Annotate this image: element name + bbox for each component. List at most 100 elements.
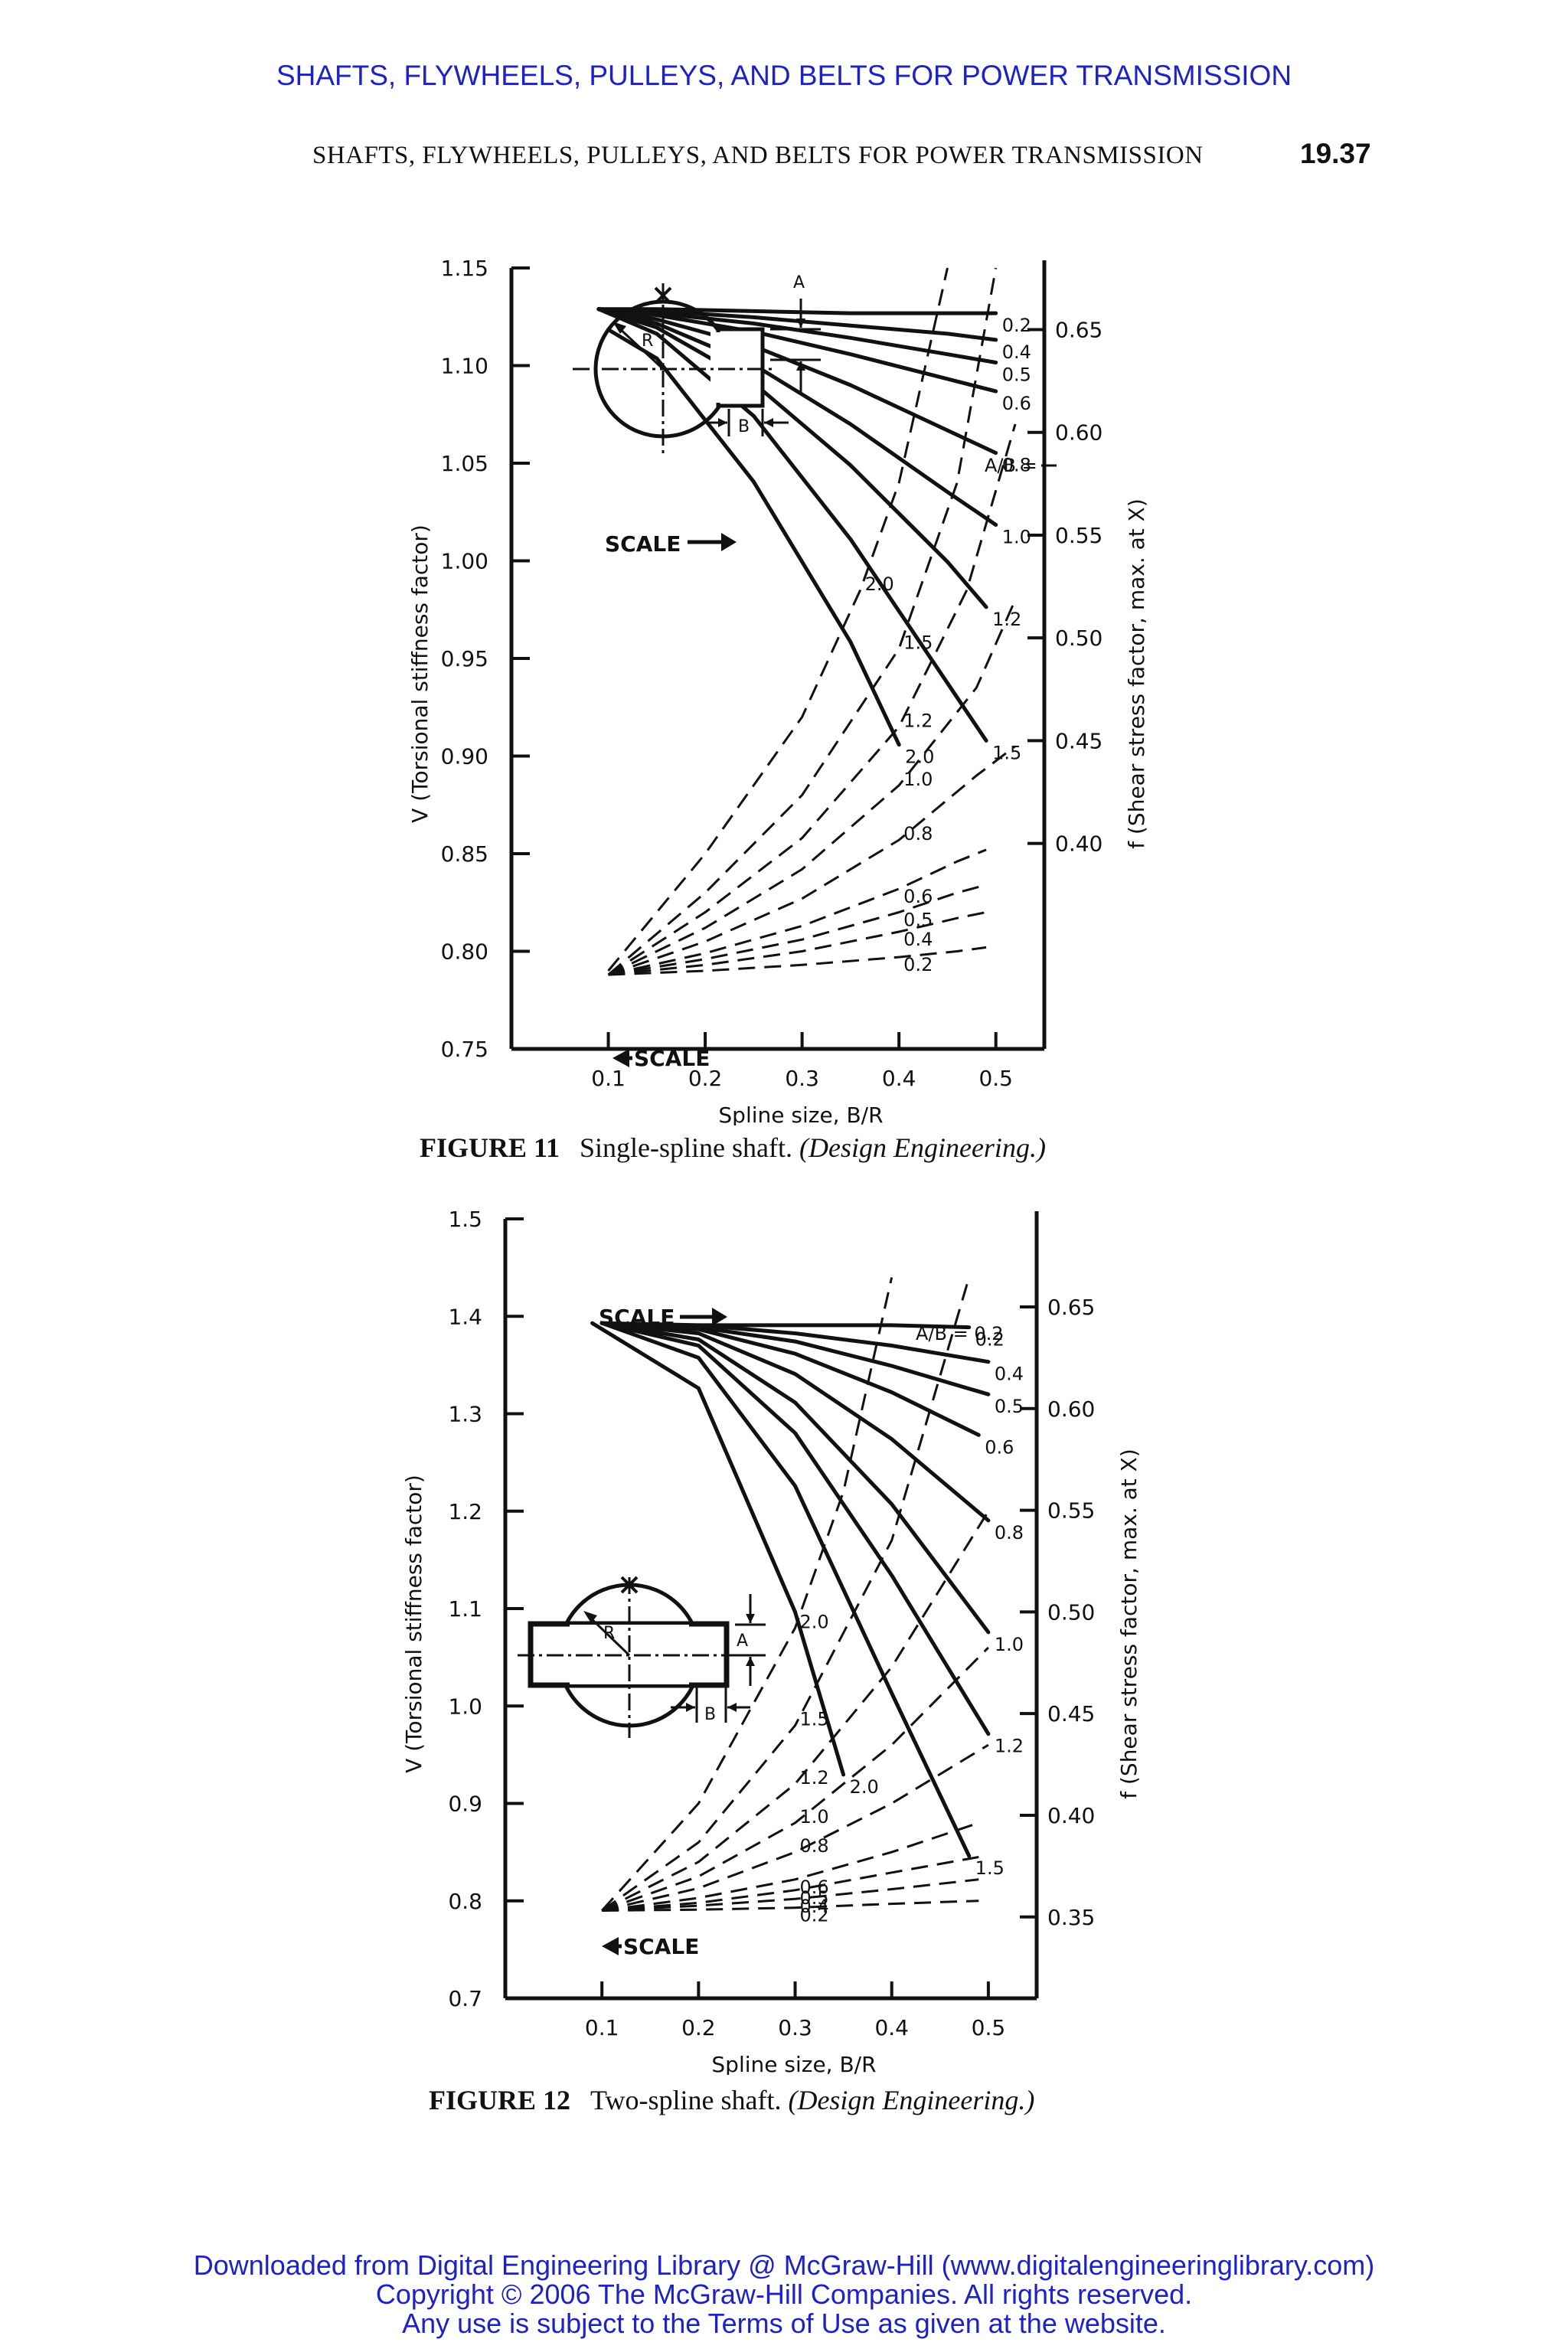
dashed-curve-label: 0.4 bbox=[903, 929, 933, 950]
footer-copyright-line[interactable]: Copyright © 2006 The McGraw-Hill Compani… bbox=[375, 2278, 1193, 2310]
y-tick-label: 1.10 bbox=[441, 354, 488, 379]
dashed-curve-ab-0.5 bbox=[602, 1856, 979, 1912]
dashed-curve-ab-0.4 bbox=[608, 911, 987, 976]
y-tick-label: 1.2 bbox=[448, 1499, 482, 1524]
library-link-header[interactable]: SHAFTS, FLYWHEELS, PULLEYS, AND BELTS FO… bbox=[276, 60, 1292, 91]
dashed-curve-ab-1.0 bbox=[607, 599, 1017, 976]
dashed-curve-ab-0.2 bbox=[608, 946, 987, 976]
footer-download-line[interactable]: Downloaded from Digital Engineering Libr… bbox=[193, 2249, 1375, 2281]
solid-curve-label: 1.0 bbox=[1002, 527, 1031, 548]
diagram-label-r: R bbox=[603, 1624, 615, 1643]
ab-equals-label: A/B = 0.2 bbox=[916, 1323, 1004, 1344]
y-tick-label: 0.90 bbox=[441, 744, 488, 769]
x-tick-label: 0.5 bbox=[978, 1066, 1013, 1091]
figure-12-caption: FIGURE 12 Two-spline shaft. (Design Engin… bbox=[429, 2084, 1034, 2116]
dashed-curve-label: 1.2 bbox=[800, 1767, 829, 1788]
dashed-curve-ab-1.2 bbox=[601, 1511, 990, 1912]
x-tick-label: 0.3 bbox=[785, 1066, 819, 1091]
solid-curve-label: 1.5 bbox=[975, 1857, 1004, 1879]
solid-curve-label: 0.2 bbox=[975, 1329, 1004, 1351]
dashed-curve-ab-2.0 bbox=[607, 267, 949, 972]
diagram-label-b: B bbox=[704, 1705, 716, 1724]
footer-terms-line[interactable]: Any use is subject to the Terms of Use a… bbox=[402, 2308, 1166, 2339]
dashed-curve-label: 2.0 bbox=[800, 1611, 829, 1632]
figure-11-title: Single-spline shaft. bbox=[580, 1132, 792, 1163]
y2-tick-label: 0.60 bbox=[1055, 420, 1102, 446]
figure-12-chart: 0.2 0.4 0.5 0.6 0.8 1.0 1.2 1.5 2.0 2.0 1.5 1.2 1.0… bbox=[401, 1207, 1142, 2075]
y-tick-label: 1.5 bbox=[448, 1207, 482, 1232]
spline-key bbox=[716, 327, 765, 408]
figure-11-chart: 0.20.40.50.60.81.01.21.52.0 2.01.51.21.0… bbox=[407, 256, 1149, 1125]
y-tick-label: 1.3 bbox=[448, 1402, 482, 1427]
scale-left-label: SCALE bbox=[634, 1046, 710, 1071]
solid-curve-ab-2.0 bbox=[590, 1321, 846, 1777]
dashed-curve-label: 1.2 bbox=[903, 710, 933, 731]
solid-curve-label: 0.6 bbox=[1002, 393, 1031, 414]
figure-12-title: Two-spline shaft. bbox=[590, 2085, 782, 2115]
solid-curve-label: 1.2 bbox=[995, 1736, 1024, 1757]
x-tick-label: 0.5 bbox=[972, 2015, 1006, 2040]
y-tick-label: 1.0 bbox=[448, 1694, 482, 1719]
page-number: 19.37 bbox=[1300, 138, 1371, 169]
y-tick-label: 0.80 bbox=[441, 939, 488, 965]
figure-11-annotations: A/B = SCALE SCALE bbox=[605, 455, 1057, 1071]
figure-12-annotations: A/B = 0.2 SCALE SCALE bbox=[599, 1305, 1004, 1959]
solid-curve-label: 0.8 bbox=[1002, 455, 1031, 476]
y2-tick-label: 0.40 bbox=[1047, 1803, 1095, 1828]
solid-curve-ab-0.6 bbox=[599, 1321, 981, 1437]
y-tick-label: 0.8 bbox=[448, 1889, 482, 1914]
figure-11-axes: 0.750.800.850.900.951.001.051.101.150.1 0… bbox=[407, 256, 1149, 1125]
solid-curve-label: 2.0 bbox=[905, 746, 934, 768]
y-tick-label: 1.15 bbox=[441, 256, 488, 281]
dashed-curve-label: 1.5 bbox=[800, 1709, 829, 1730]
y-tick-label: 1.00 bbox=[441, 549, 488, 574]
x-axis-label: Spline size, B/R bbox=[718, 1102, 883, 1125]
dashed-curve-ab-0.2 bbox=[602, 1900, 979, 1912]
y2-axis-label: f (Shear stress factor, max. at X) bbox=[1116, 1449, 1142, 1799]
dashed-curve-ab-0.4 bbox=[602, 1878, 979, 1912]
dashed-curve-ab-0.6 bbox=[602, 1821, 979, 1912]
y2-tick-label: 0.45 bbox=[1055, 728, 1102, 753]
dashed-curve-ab-1.0 bbox=[601, 1646, 989, 1912]
y2-axis-label: f (Shear stress factor, max. at X) bbox=[1124, 498, 1149, 849]
y2-tick-label: 0.55 bbox=[1047, 1498, 1095, 1524]
y-tick-label: 1.05 bbox=[441, 451, 488, 476]
x-tick-label: 0.2 bbox=[681, 2015, 716, 2040]
x-tick-label: 0.2 bbox=[688, 1066, 723, 1091]
figure-11-number: FIGURE 11 bbox=[420, 1132, 560, 1163]
y-tick-label: 0.85 bbox=[441, 841, 488, 867]
scale-right-label: SCALE bbox=[605, 531, 681, 557]
dashed-curve-label: 1.0 bbox=[903, 769, 933, 790]
solid-curve-label: 0.5 bbox=[1002, 364, 1031, 385]
x-axis-label: Spline size, B/R bbox=[711, 2052, 876, 2075]
dashed-curve-label: 0.8 bbox=[800, 1835, 829, 1857]
solid-curve-label: 1.0 bbox=[995, 1634, 1024, 1655]
x-tick-label: 0.4 bbox=[882, 1066, 916, 1091]
y2-tick-label: 0.35 bbox=[1047, 1905, 1095, 1930]
y-tick-label: 0.7 bbox=[448, 1986, 482, 2011]
figure-12-solid-curves: 0.2 0.4 0.5 0.6 0.8 1.0 1.2 1.5 2.0 bbox=[590, 1321, 1024, 1879]
solid-curve-ab-0.2 bbox=[696, 1323, 972, 1330]
dashed-curve-ab-2.0 bbox=[601, 1277, 893, 1912]
y-axis-label: V (Torsional stiffness factor) bbox=[407, 524, 433, 823]
figure-12-source: (Design Engineering.) bbox=[788, 2085, 1035, 2115]
radius-arrowhead bbox=[612, 322, 626, 334]
figure-11-caption: FIGURE 11 Single-spline shaft. (Design En… bbox=[420, 1132, 1046, 1164]
solid-curve-ab-1.5 bbox=[596, 307, 988, 743]
radius-arrow bbox=[617, 326, 665, 371]
y2-tick-label: 0.55 bbox=[1055, 523, 1102, 548]
scale-left-label: SCALE bbox=[623, 1934, 699, 1959]
scale-right-label: SCALE bbox=[599, 1305, 675, 1330]
figure-11-dashed-curves: 2.01.51.21.00.80.60.50.40.2 bbox=[607, 267, 1017, 976]
solid-curve-label: 0.8 bbox=[995, 1522, 1024, 1544]
diagram-label-a: A bbox=[737, 1632, 748, 1651]
solid-curve-ab-0.6 bbox=[596, 307, 998, 394]
dashed-curve-ab-0.8 bbox=[601, 1743, 989, 1912]
ab-equals-label: A/B = bbox=[985, 455, 1037, 476]
dashed-curve-ab-0.8 bbox=[608, 745, 1016, 976]
y-tick-label: 1.1 bbox=[448, 1596, 482, 1622]
y2-tick-label: 0.40 bbox=[1055, 831, 1102, 857]
figure-12-number: FIGURE 12 bbox=[429, 2085, 571, 2115]
dashed-curve-ab-1.5 bbox=[601, 1276, 971, 1912]
dashed-curve-ab-1.5 bbox=[607, 267, 998, 976]
